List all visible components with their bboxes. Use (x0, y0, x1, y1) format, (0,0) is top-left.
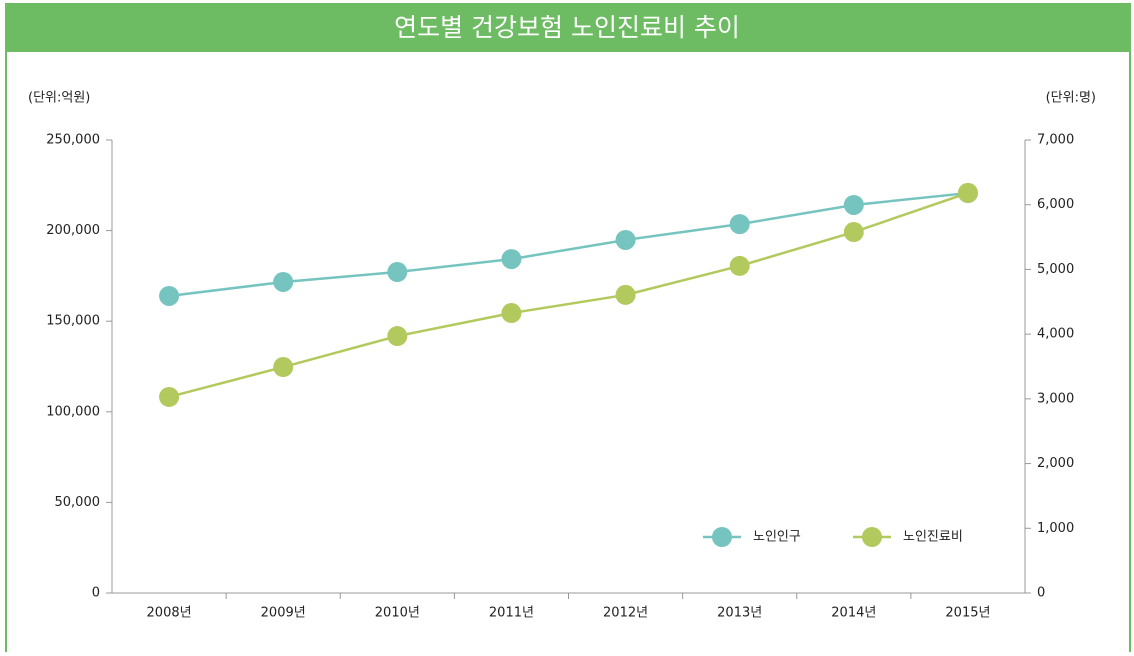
data-point (501, 303, 522, 324)
y-tick-label: 250,000 (46, 133, 100, 148)
legend-marker (862, 527, 882, 547)
y-tick-label: 200,000 (46, 223, 100, 238)
x-tick-label: 2009년 (261, 606, 306, 621)
y2-tick-label: 6,000 (1037, 197, 1074, 212)
y2-axis-label: (단위:명) (1046, 91, 1096, 106)
y-tick-label: 0 (92, 586, 100, 601)
y2-tick-label: 2,000 (1037, 456, 1074, 471)
y2-tick-label: 0 (1037, 586, 1045, 601)
data-point (843, 222, 864, 243)
y-tick-label: 100,000 (46, 404, 100, 419)
series-line (168, 191, 969, 399)
y2-tick-label: 5,000 (1037, 262, 1074, 277)
data-point (273, 357, 294, 378)
data-point (501, 249, 522, 270)
x-tick-label: 2013년 (717, 606, 762, 621)
data-point (729, 214, 750, 235)
x-tick-label: 2015년 (945, 606, 990, 621)
y2-tick-label: 4,000 (1037, 327, 1074, 342)
data-point (387, 262, 408, 283)
y-tick-label: 50,000 (55, 495, 101, 510)
data-point (843, 194, 864, 215)
y-axis-label: (단위:억원) (28, 91, 90, 106)
data-point (729, 255, 750, 276)
x-tick-label: 2008년 (147, 606, 192, 621)
legend-label: 노인인구 (753, 530, 801, 545)
data-point (273, 271, 294, 292)
series-line (168, 191, 969, 298)
legend-marker (712, 527, 732, 547)
x-tick-label: 2012년 (603, 606, 648, 621)
x-tick-label: 2010년 (375, 606, 420, 621)
x-tick-label: 2014년 (831, 606, 876, 621)
data-point (615, 284, 636, 305)
data-point (615, 229, 636, 250)
y2-tick-label: 7,000 (1037, 133, 1074, 148)
data-point (387, 326, 408, 347)
data-point (957, 182, 978, 203)
chart-title: 연도별 건강보험 노인진료비 추이 (394, 13, 740, 42)
header-bar (6, 4, 1130, 52)
data-point (159, 386, 180, 407)
y2-tick-label: 3,000 (1037, 391, 1074, 406)
data-point (159, 285, 180, 306)
frame (5, 3, 1131, 656)
x-tick-label: 2011년 (489, 606, 534, 621)
legend-label: 노인진료비 (903, 530, 963, 545)
y2-tick-label: 1,000 (1037, 521, 1074, 536)
y-tick-label: 150,000 (46, 314, 100, 329)
